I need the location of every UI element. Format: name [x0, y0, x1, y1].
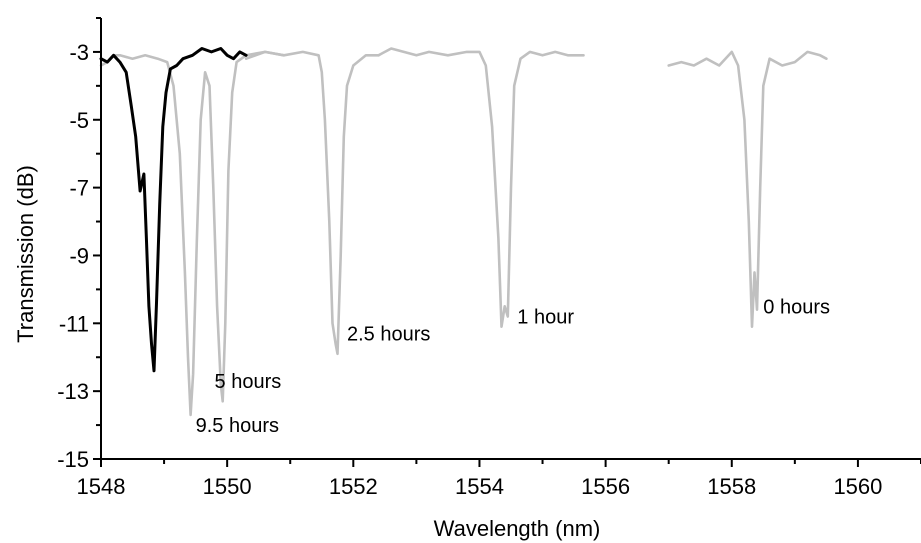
y-tick-label: -9 — [69, 243, 89, 268]
annotation-label: 1 hour — [517, 307, 574, 329]
x-tick-label: 1552 — [329, 474, 378, 499]
y-tick-label: -3 — [69, 40, 89, 65]
series-line-2 — [244, 50, 380, 356]
annotation-label: 2.5 hours — [347, 323, 430, 345]
x-tick-label: 1560 — [833, 474, 882, 499]
y-tick-label: -15 — [57, 447, 89, 472]
series-line-3 — [99, 50, 286, 417]
y-tick-label: -7 — [69, 176, 89, 201]
x-axis-title: Wavelength (nm) — [434, 516, 601, 541]
series-line-4 — [99, 47, 248, 373]
series-line-1 — [377, 47, 585, 328]
x-tick-label: 1550 — [203, 474, 252, 499]
series-line-0 — [667, 50, 828, 328]
y-tick-label: -11 — [59, 311, 89, 336]
x-tick-label: 1558 — [707, 474, 756, 499]
x-tick-label: 1556 — [581, 474, 630, 499]
annotation-label: 9.5 hours — [196, 415, 279, 437]
annotation-label: 0 hours — [763, 296, 830, 318]
y-tick-label: -5 — [69, 108, 89, 133]
x-tick-label: 1554 — [455, 474, 504, 499]
series-layer — [99, 47, 828, 417]
x-tick-label: 1548 — [77, 474, 126, 499]
annotations-layer: 0 hours 1 hour 2.5 hours 5 hours 9.5 hours — [196, 296, 830, 437]
annotation-label: 5 hours — [215, 371, 282, 393]
y-tick-label: -13 — [57, 379, 89, 404]
y-axis-title: Transmission (dB) — [13, 165, 38, 343]
